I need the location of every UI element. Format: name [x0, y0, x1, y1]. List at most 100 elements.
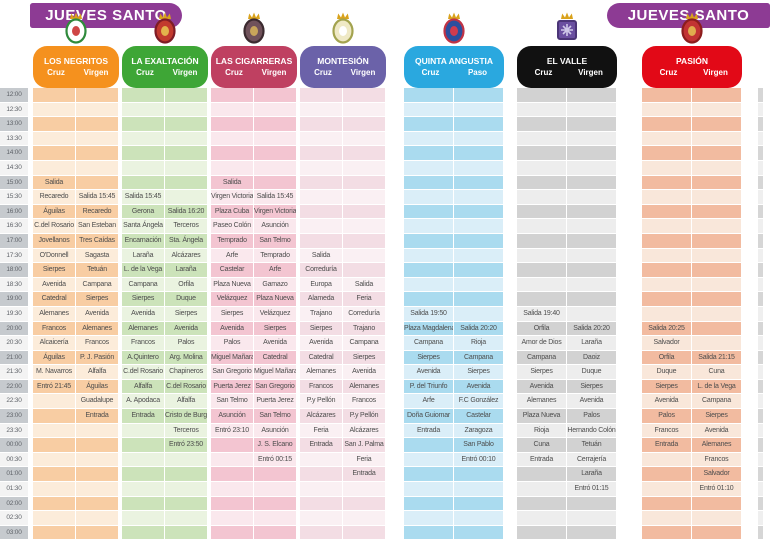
schedule-cell	[165, 525, 208, 540]
schedule-cell	[122, 482, 165, 496]
schedule-cell	[454, 482, 504, 496]
schedule-cell: Tetuán	[567, 438, 617, 452]
group-name: LA EXALTACIÓN	[131, 55, 199, 66]
schedule-cell	[165, 117, 208, 131]
schedule-cell: Sierpes	[517, 365, 567, 379]
schedule-cell	[76, 438, 119, 452]
schedule-cell	[454, 160, 504, 175]
schedule-cell: Guadalupe	[76, 394, 119, 409]
schedule-cell	[404, 175, 454, 190]
schedule-cell: Trajano	[343, 321, 386, 336]
schedule-cell	[692, 131, 742, 146]
schedule-cell: Alcázares	[343, 423, 386, 438]
time-label: 17:30	[0, 248, 28, 263]
schedule-cell: Salida 15:45	[76, 190, 119, 204]
quinta-angustia-crest-icon	[441, 10, 467, 44]
schedule-cell: Sierpes	[254, 321, 297, 336]
schedule-cell	[33, 88, 76, 102]
schedule-cell	[692, 306, 742, 321]
schedule-cell	[404, 263, 454, 277]
schedule-cell: Cuna	[517, 438, 567, 452]
schedule-cell: Avenida	[454, 379, 504, 394]
schedule-cell	[33, 102, 76, 117]
schedule-cell	[122, 160, 165, 175]
schedule-cell: Laraña	[122, 248, 165, 263]
schedule-cell	[692, 175, 742, 190]
schedule-cell: San J. Palma	[343, 438, 386, 452]
schedule-cell	[33, 146, 76, 160]
schedule-cell	[165, 511, 208, 525]
schedule-cell	[404, 102, 454, 117]
schedule-cell	[404, 219, 454, 233]
schedule-cell	[300, 204, 343, 219]
column-label-los-negritos-0: Cruz	[47, 68, 65, 78]
schedule-cell	[211, 511, 254, 525]
schedule-cell: Alemanes	[517, 394, 567, 409]
cutoff-column-cell	[758, 146, 764, 160]
schedule-cell: F.C González	[454, 394, 504, 409]
schedule-cell: Entrada	[343, 467, 386, 482]
schedule-cell	[692, 263, 742, 277]
schedule-cell: Laraña	[165, 263, 208, 277]
schedule-cell: P.y Pellón	[343, 409, 386, 423]
cutoff-column-cell	[758, 102, 764, 117]
schedule-cell: Entró 01:15	[567, 482, 617, 496]
schedule-cell: Sierpes	[642, 379, 692, 394]
cutoff-column-cell	[758, 423, 764, 438]
schedule-cell	[33, 409, 76, 423]
schedule-cell	[76, 117, 119, 131]
schedule-cell: Sierpes	[165, 306, 208, 321]
schedule-cell: Avenida	[567, 394, 617, 409]
schedule-cell: Francos	[642, 423, 692, 438]
cutoff-column-cell	[758, 88, 764, 102]
schedule-cell	[517, 511, 567, 525]
schedule-cell: A.Quintero	[122, 350, 165, 365]
cutoff-column-cell	[758, 394, 764, 409]
schedule-cell: Arfe	[211, 248, 254, 263]
schedule-cell: Hernando Colón	[567, 423, 617, 438]
schedule-cell: Castelar	[211, 263, 254, 277]
schedule-cell: Velázquez	[211, 292, 254, 306]
schedule-cell: Alcázares	[165, 248, 208, 263]
schedule-cell: Entró 00:15	[254, 452, 297, 467]
schedule-cell: Alemanes	[33, 306, 76, 321]
schedule-cell	[300, 88, 343, 102]
schedule-cell	[642, 233, 692, 248]
schedule-cell	[517, 88, 567, 102]
schedule-cell	[692, 88, 742, 102]
cutoff-column-cell	[758, 350, 764, 365]
schedule-cell	[254, 160, 297, 175]
schedule-cell: Avenida	[33, 277, 76, 292]
schedule-cell: Correduría	[300, 263, 343, 277]
schedule-cell	[165, 175, 208, 190]
column-label-la-exaltacion-0: Cruz	[136, 68, 154, 78]
schedule-cell: Virgen Victoria	[254, 204, 297, 219]
cutoff-column-cell	[758, 131, 764, 146]
schedule-cell: Sierpes	[33, 263, 76, 277]
schedule-cell: Terceros	[165, 423, 208, 438]
schedule-cell	[300, 452, 343, 467]
schedule-cell: Encarnación	[122, 233, 165, 248]
schedule-cell: Catedral	[33, 292, 76, 306]
schedule-cell	[300, 525, 343, 540]
schedule-cell	[404, 248, 454, 263]
schedule-cell: C.del Rosario	[165, 379, 208, 394]
schedule-cell	[404, 452, 454, 467]
time-label: 22:30	[0, 394, 28, 409]
schedule-cell: Salida 19:40	[517, 306, 567, 321]
cutoff-column-cell	[758, 190, 764, 204]
schedule-cell	[76, 102, 119, 117]
schedule-cell	[642, 467, 692, 482]
schedule-cell	[642, 160, 692, 175]
schedule-cell	[517, 204, 567, 219]
time-label: 01:00	[0, 467, 28, 482]
schedule-cell	[76, 452, 119, 467]
schedule-cell: Recaredo	[33, 190, 76, 204]
schedule-cell	[300, 496, 343, 511]
schedule-cell	[33, 496, 76, 511]
schedule-cell	[692, 525, 742, 540]
schedule-cell	[454, 146, 504, 160]
schedule-cell: Miguel Mañara	[254, 365, 297, 379]
schedule-cell	[642, 482, 692, 496]
schedule-cell	[692, 117, 742, 131]
